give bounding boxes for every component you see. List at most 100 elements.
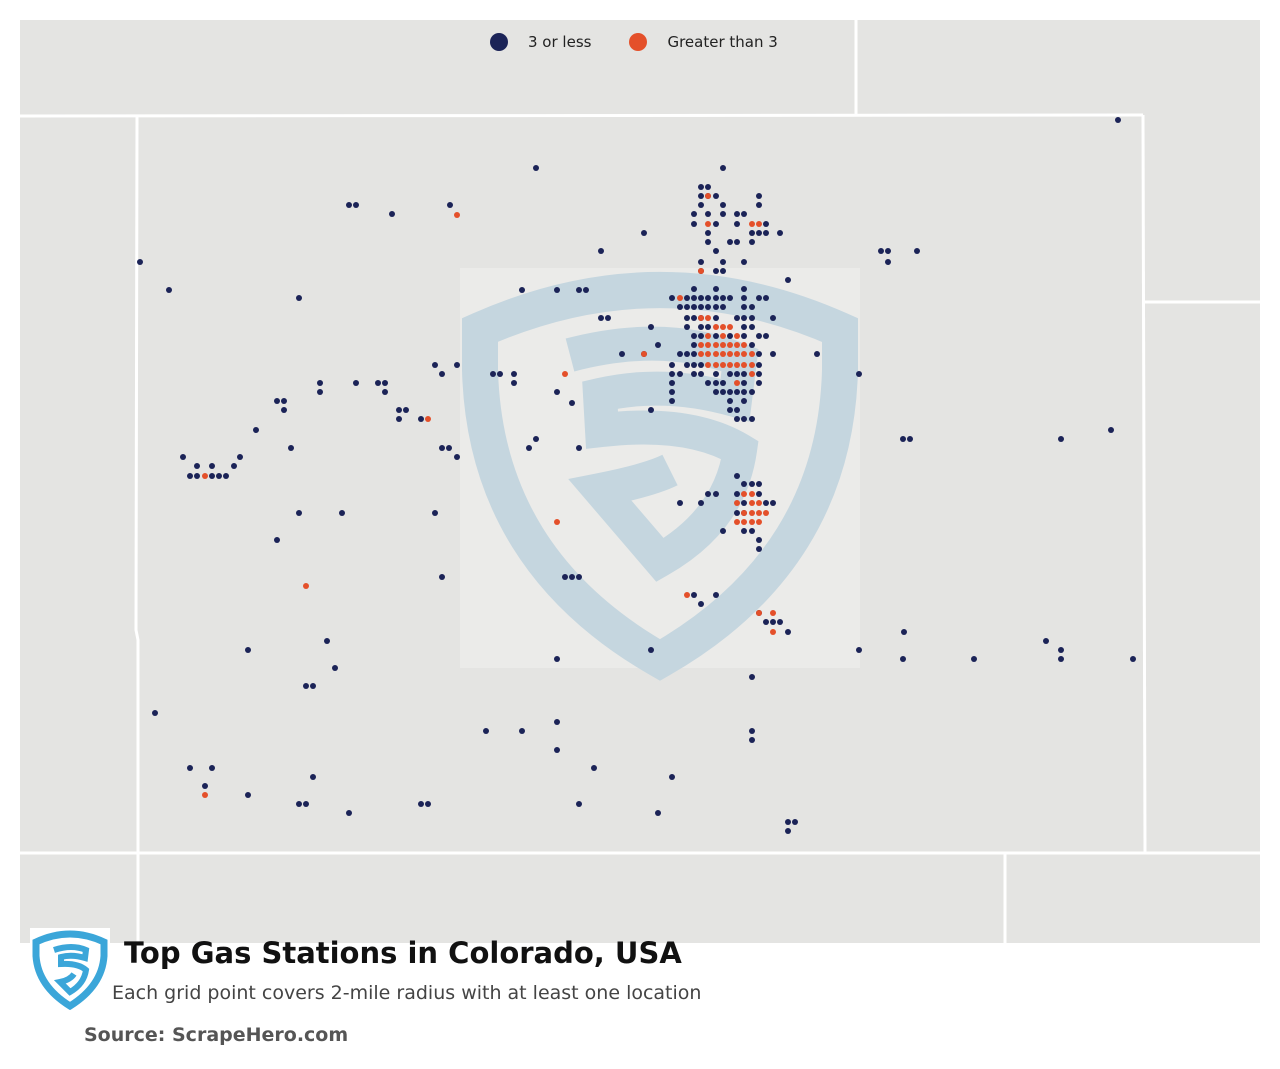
grid-point-low: [720, 304, 726, 310]
grid-point-low: [691, 333, 697, 339]
grid-points: [137, 117, 1136, 834]
grid-point-low: [734, 371, 740, 377]
grid-point-low: [878, 248, 884, 254]
grid-point-low: [713, 193, 719, 199]
grid-point-high: [741, 491, 747, 497]
grid-point-high: [554, 519, 560, 525]
grid-point-low: [698, 500, 704, 506]
grid-point-low: [554, 287, 560, 293]
grid-point-low: [691, 342, 697, 348]
grid-point-low: [705, 184, 711, 190]
grid-point-high: [749, 519, 755, 525]
grid-point-low: [339, 510, 345, 516]
grid-point-low: [209, 765, 215, 771]
grid-point-low: [698, 601, 704, 607]
grid-point-low: [648, 407, 654, 413]
grid-point-low: [727, 333, 733, 339]
grid-point-low: [763, 500, 769, 506]
grid-point-high: [741, 351, 747, 357]
grid-point-low: [403, 407, 409, 413]
grid-point-low: [763, 295, 769, 301]
grid-point-high: [734, 362, 740, 368]
shield-logo-icon: [32, 930, 108, 1011]
grid-point-low: [720, 165, 726, 171]
grid-point-low: [741, 211, 747, 217]
grid-point-low: [713, 221, 719, 227]
grid-point-low: [720, 380, 726, 386]
grid-point-low: [900, 436, 906, 442]
grid-point-low: [901, 629, 907, 635]
grid-point-low: [648, 324, 654, 330]
grid-point-high: [713, 362, 719, 368]
grid-point-low: [741, 528, 747, 534]
grid-point-low: [253, 427, 259, 433]
legend-dot-high: [629, 33, 648, 51]
grid-point-low: [303, 683, 309, 689]
grid-point-high: [770, 629, 776, 635]
grid-point-high: [705, 315, 711, 321]
grid-point-low: [720, 295, 726, 301]
grid-point-low: [691, 315, 697, 321]
grid-point-low: [619, 351, 625, 357]
grid-point-low: [317, 389, 323, 395]
grid-point-low: [713, 592, 719, 598]
grid-point-low: [727, 407, 733, 413]
grid-point-low: [152, 710, 158, 716]
grid-point-high: [756, 519, 762, 525]
grid-point-low: [310, 774, 316, 780]
grid-point-low: [705, 380, 711, 386]
grid-point-high: [727, 362, 733, 368]
grid-point-low: [698, 371, 704, 377]
grid-point-low: [741, 481, 747, 487]
grid-point-high: [749, 362, 755, 368]
grid-point-low: [216, 473, 222, 479]
grid-point-high: [720, 342, 726, 348]
grid-point-low: [785, 828, 791, 834]
grid-point-low: [454, 454, 460, 460]
grid-point-low: [734, 239, 740, 245]
grid-point-low: [734, 211, 740, 217]
grid-point-low: [756, 362, 762, 368]
grid-point-low: [303, 801, 309, 807]
grid-point-low: [569, 574, 575, 580]
grid-point-low: [741, 286, 747, 292]
grid-point-low: [756, 202, 762, 208]
page-title: Top Gas Stations in Colorado, USA: [124, 936, 682, 970]
grid-point-low: [483, 728, 489, 734]
grid-point-low: [971, 656, 977, 662]
grid-point-low: [770, 619, 776, 625]
grid-point-low: [346, 202, 352, 208]
grid-point-low: [749, 324, 755, 330]
legend-label-low: 3 or less: [528, 33, 592, 51]
grid-point-high: [720, 351, 726, 357]
grid-point-low: [245, 647, 251, 653]
grid-point-low: [705, 211, 711, 217]
page-subtitle: Each grid point covers 2-mile radius wit…: [112, 982, 702, 1004]
grid-point-low: [554, 719, 560, 725]
grid-point-low: [511, 371, 517, 377]
grid-point-high: [749, 351, 755, 357]
grid-point-low: [741, 324, 747, 330]
grid-point-low: [691, 221, 697, 227]
grid-point-high: [677, 295, 683, 301]
grid-point-high: [741, 362, 747, 368]
grid-point-low: [562, 574, 568, 580]
grid-point-low: [245, 792, 251, 798]
grid-point-low: [734, 407, 740, 413]
grid-point-high: [720, 333, 726, 339]
grid-point-low: [705, 239, 711, 245]
grid-point-low: [511, 380, 517, 386]
grid-point-low: [741, 295, 747, 301]
grid-point-low: [353, 380, 359, 386]
grid-point-high: [713, 351, 719, 357]
grid-point-low: [741, 315, 747, 321]
grid-point-low: [691, 371, 697, 377]
grid-point-low: [591, 765, 597, 771]
grid-point-low: [698, 295, 704, 301]
grid-point-high: [454, 212, 460, 218]
grid-point-low: [756, 333, 762, 339]
grid-point-low: [856, 647, 862, 653]
grid-point-low: [713, 389, 719, 395]
grid-point-low: [749, 304, 755, 310]
watermark: [460, 268, 860, 681]
